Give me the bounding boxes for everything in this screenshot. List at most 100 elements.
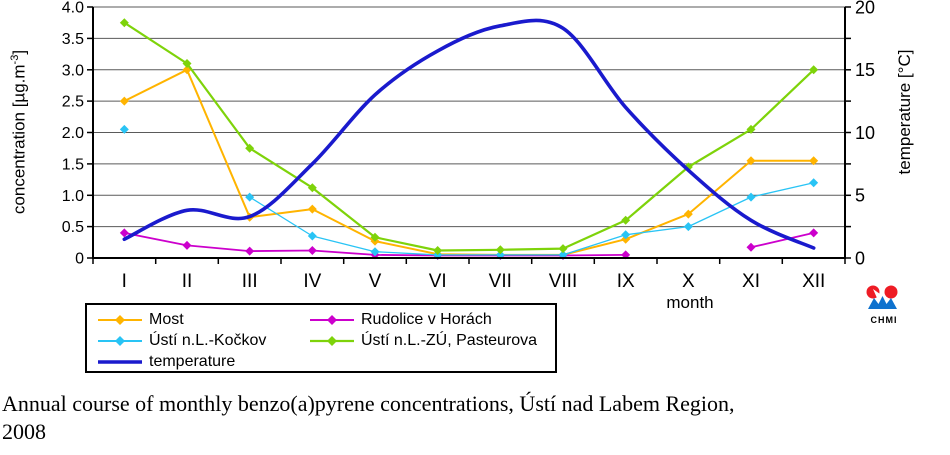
- figure-caption: Annual course of monthly benzo(a)pyrene …: [2, 390, 948, 446]
- series-most-line: [123, 68, 815, 256]
- series-most-marker: [683, 209, 693, 219]
- series-rudolice-v-horach-marker: [119, 228, 129, 238]
- y-right-tick-label: 5: [855, 186, 865, 206]
- x-tick-label: III: [242, 271, 258, 292]
- series-rudolice-v-horach-marker: [746, 242, 756, 252]
- legend-box: Most Rudolice v Horách Ústí n.L.-Kočkov Úst…: [85, 303, 557, 373]
- y-left-tick-label: 0: [75, 251, 84, 268]
- y-left-tick-label: 3.5: [62, 31, 84, 48]
- legend-label-temperature: temperature: [149, 353, 236, 370]
- y-axis-title-temperature: temperature [°C]: [895, 49, 914, 175]
- y-left-tick-label: 2.5: [62, 94, 84, 111]
- series-usti-n-l-zu-pasteurova-marker: [433, 246, 443, 255]
- series-usti-n-l-zu-pasteurova-marker: [558, 244, 568, 254]
- y-right-tick-label: 15: [855, 60, 875, 80]
- legend-item-usti-n-l-zu-pasteurova: Ústí n.L.-ZÚ, Pasteurova: [309, 332, 537, 350]
- chmi-logo-blue-wave: [868, 296, 897, 309]
- legend-item-most: Most: [97, 311, 184, 329]
- series-usti-n-l-kockov-marker: [809, 178, 819, 188]
- series-rudolice-v-horach-marker: [307, 246, 317, 255]
- y-left-tick-label: 0.5: [62, 219, 84, 236]
- legend-marker-rudolice-v-horach: [310, 315, 354, 325]
- legend-label-usti-n-l-zu-pasteurova: Ústí n.L.-ZÚ, Pasteurova: [361, 332, 538, 349]
- y-right-tick-label: 10: [855, 123, 875, 143]
- y-left-tick-label: 1.0: [62, 188, 84, 205]
- series-usti-n-l-zu-pasteurova-marker: [370, 232, 380, 242]
- legend-item-rudolice-v-horach: Rudolice v Horách: [309, 311, 492, 329]
- y-left-tick-label: 1.5: [62, 157, 84, 174]
- x-tick-label: X: [682, 271, 695, 292]
- x-tick-label: IX: [617, 271, 635, 292]
- y-axis-title-text: concentration [µg.m: [9, 64, 29, 215]
- y-axis-title-bracket: ]: [9, 49, 29, 55]
- caption-line-1: Annual course of monthly benzo(a)pyrene …: [2, 391, 735, 416]
- y-axis-left-ticks: 4.0 3.5 3.0 2.5 2.0 1.5 1.0 0.5 0: [62, 0, 93, 268]
- y-right-tick-label: 0: [855, 248, 865, 268]
- x-tick-label: VIII: [549, 271, 578, 292]
- series-usti-n-l-kockov-marker: [119, 124, 129, 134]
- series-usti-n-l-kockov-marker: [370, 247, 380, 257]
- y-axis-title-superscript: -3: [9, 54, 21, 65]
- series-most-marker: [307, 204, 317, 214]
- x-tick-label: VI: [429, 271, 447, 292]
- x-tick-label: XI: [742, 271, 760, 292]
- series-usti-n-l-zu-pasteurova-marker: [119, 18, 129, 28]
- chmi-logo-graphic: [866, 285, 898, 309]
- series-usti-n-l-zu-pasteurova-marker: [307, 183, 317, 193]
- y-right-tick-label: 20: [855, 0, 875, 17]
- x-tick-label: I: [122, 271, 127, 292]
- x-tick-label: XII: [802, 271, 825, 292]
- series-most: [119, 65, 819, 260]
- series-usti-n-l-zu-pasteurova: [119, 18, 819, 255]
- chart-plot-area: 4.0 3.5 3.0 2.5 2.0 1.5 1.0 0.5 0 20 15 10 5 0 I II III I…: [62, 0, 875, 292]
- series-rudolice-v-horach-line: [750, 232, 815, 249]
- x-tick-label: IV: [303, 271, 321, 292]
- legend-marker-most: [98, 315, 142, 325]
- series-usti-n-l-kockov-line: [249, 182, 815, 256]
- series-usti-n-l-kockov-marker: [746, 192, 756, 202]
- caption-line-2: 2008: [2, 419, 46, 444]
- series-usti-n-l-zu-pasteurova-marker: [746, 124, 756, 134]
- series-usti-n-l-kockov-marker: [307, 231, 317, 241]
- series-most-marker: [746, 156, 756, 166]
- series-temperature-line: [122, 18, 816, 250]
- chmi-logo-text: CHMI: [870, 315, 898, 325]
- series-most-marker: [119, 96, 129, 106]
- series-most-marker: [809, 156, 819, 166]
- x-tick-label: II: [182, 271, 193, 292]
- y-axis-right-ticks: 20 15 10 5 0: [845, 0, 875, 268]
- series-temperature: [122, 18, 816, 250]
- x-tick-label: V: [369, 271, 382, 292]
- gridlines: [93, 6, 845, 228]
- x-axis-ticks: [92, 258, 846, 264]
- legend-label-most: Most: [149, 311, 184, 328]
- legend-label-rudolice-v-horach: Rudolice v Horách: [361, 311, 492, 328]
- chmi-logo-notch: [873, 289, 880, 298]
- chmi-logo-red-circle-right: [884, 285, 898, 299]
- legend-label-usti-n-l-kockov: Ústí n.L.-Kočkov: [149, 332, 267, 349]
- x-axis-labels: I II III IV V VI VII VIII IX X XI XII: [122, 271, 826, 292]
- y-left-tick-label: 3.0: [62, 62, 84, 79]
- legend-item-usti-n-l-kockov: Ústí n.L.-Kočkov: [97, 332, 266, 350]
- chmi-logo: CHMI: [862, 285, 906, 325]
- y-axis-title-concentration: concentration [µg.m-3]: [9, 17, 31, 247]
- y-left-tick-label: 4.0: [62, 0, 84, 17]
- series-usti-n-l-zu-pasteurova-marker: [621, 215, 631, 225]
- series-rudolice-v-horach-marker: [182, 240, 192, 250]
- series-usti-n-l-kockov-marker: [245, 192, 255, 202]
- series-usti-n-l-kockov-marker: [683, 222, 693, 232]
- legend-item-temperature: temperature: [97, 353, 235, 371]
- legend-marker-temperature: [98, 360, 142, 364]
- series-usti-n-l-zu-pasteurova-line: [123, 21, 815, 252]
- series-usti-n-l-zu-pasteurova-marker: [245, 143, 255, 153]
- series-usti-n-l-zu-pasteurova-marker: [182, 59, 192, 68]
- series-usti-n-l-kockov-marker: [621, 230, 631, 240]
- legend-marker-usti-n-l-zu-pasteurova: [310, 336, 354, 346]
- series-rudolice-v-horach-marker: [245, 246, 255, 256]
- legend-marker-usti-n-l-kockov: [98, 336, 142, 346]
- series-usti-n-l-zu-pasteurova-marker: [809, 65, 819, 75]
- y-left-tick-label: 2.0: [62, 125, 84, 142]
- x-tick-label: VII: [489, 271, 512, 292]
